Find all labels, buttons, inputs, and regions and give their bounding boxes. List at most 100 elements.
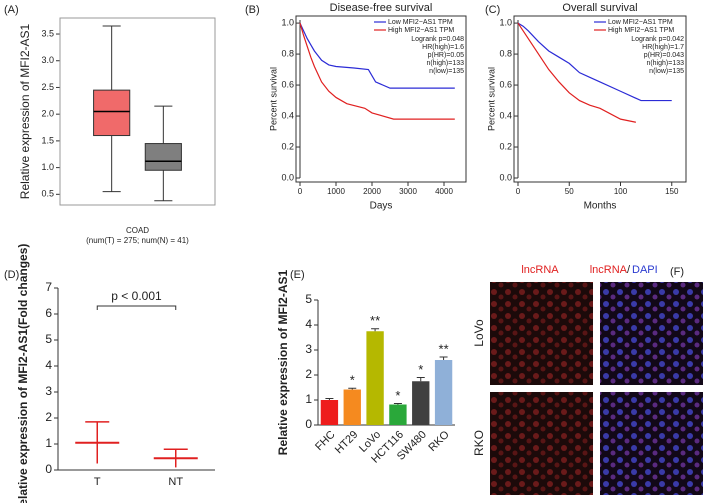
x-tick-label: 0: [516, 187, 521, 196]
significance: **: [370, 313, 380, 328]
y-tick-label: 0.4: [281, 110, 294, 120]
y-tick-label: 1.5: [41, 135, 54, 145]
panel-label: (B): [245, 4, 260, 16]
y-tick-label: 1.0: [281, 17, 294, 27]
box: [93, 89, 131, 137]
y-axis-title: Relative expression of MFI2-AS1: [18, 23, 32, 199]
chart-title: Disease-free survival: [330, 2, 433, 14]
x-tick-label: 2000: [363, 187, 381, 196]
x-tick-label: 3000: [399, 187, 417, 196]
y-tick-label: 0.8: [281, 48, 294, 58]
y-tick-label: 3: [305, 342, 312, 356]
x-tick-label: 0: [298, 187, 303, 196]
significance: *: [418, 362, 423, 377]
x-tick-label: 150: [665, 187, 679, 196]
chart-title: Overall survival: [562, 2, 637, 14]
micrograph: [600, 282, 703, 385]
merge-label: /: [627, 264, 631, 276]
merge-label: lncRNA: [590, 264, 628, 276]
y-tick-label: 2: [305, 367, 312, 381]
y-tick-label: 2: [45, 410, 52, 424]
y-tick-label: 0: [45, 462, 52, 476]
significance: **: [439, 341, 449, 356]
bar: [320, 400, 339, 425]
x-axis-title: Months: [584, 201, 617, 212]
row-label: RKO: [472, 430, 486, 456]
annotation: p(HR)=0.043: [644, 52, 684, 59]
panel-label: (A): [4, 4, 19, 16]
bracket: [96, 305, 177, 310]
bar: [434, 360, 453, 425]
annotation: p < 0.001: [111, 289, 162, 303]
y-tick-label: 0.6: [281, 79, 294, 89]
y-tick-label: 2.0: [41, 109, 54, 119]
y-tick-label: 1: [45, 436, 52, 450]
row-label: LoVo: [472, 319, 486, 347]
y-tick-label: 0.6: [499, 79, 512, 89]
legend-label: Low MFI2−AS1 TPM: [388, 19, 453, 26]
bar: [343, 389, 361, 425]
bar: [412, 381, 430, 425]
x-tick-label: NT: [168, 476, 183, 488]
annotation: Logrank p=0.042: [631, 36, 684, 43]
x-tick-label: RKO: [426, 428, 452, 454]
y-axis-title: Relative expression of MFI2-AS1(Fold cha…: [16, 244, 30, 503]
significance: *: [395, 388, 400, 403]
y-tick-label: 5: [45, 332, 52, 346]
y-tick-label: 2.5: [41, 82, 54, 92]
y-tick-label: 4: [45, 358, 52, 372]
y-tick-label: 1.0: [499, 17, 512, 27]
y-tick-label: 7: [45, 280, 52, 294]
y-tick-label: 6: [45, 306, 52, 320]
y-tick-label: 0: [305, 417, 312, 431]
x-tick-label: 4000: [435, 187, 453, 196]
y-tick-label: 0.4: [499, 110, 512, 120]
y-tick-label: 3: [45, 384, 52, 398]
y-tick-label: 3.0: [41, 55, 54, 65]
images: (F) lncRNA lncRNA / DAPI LoVo RKO: [472, 264, 703, 495]
series-line: [299, 22, 455, 89]
micrograph: [490, 282, 593, 385]
panel-label: (F): [670, 266, 684, 278]
annotation: n(low)=135: [649, 68, 684, 75]
annotation: p(HR)=0.05: [428, 52, 464, 59]
x-axis-title: Days: [370, 201, 393, 212]
x-tick-label: 100: [614, 187, 628, 196]
panel-label: (D): [4, 269, 19, 281]
panel-label: (E): [290, 269, 305, 281]
legend-label: High MFI2−AS1 TPM: [388, 27, 454, 34]
bar: [389, 404, 407, 425]
plot-frame: [59, 17, 216, 206]
annotation: Logrank p=0.048: [411, 36, 464, 43]
bar: [366, 331, 384, 425]
legend-label: Low MFI2−AS1 TPM: [608, 19, 673, 26]
panel-label: (C): [485, 4, 500, 16]
annotation: HR(high)=1.7: [642, 44, 684, 51]
merge-label: DAPI: [632, 264, 658, 276]
x-tick-label: HT29: [333, 429, 361, 457]
x-tick-label: COAD: [126, 226, 149, 235]
y-tick-label: 0.0: [499, 172, 512, 182]
plot-frame: [513, 15, 687, 183]
x-note: (num(T) = 275; num(N) = 41): [86, 236, 189, 245]
x-tick-label: 50: [565, 187, 574, 196]
y-tick-label: 0.2: [281, 141, 294, 151]
micrograph: [600, 392, 703, 495]
series-line: [517, 22, 672, 102]
significance: *: [350, 373, 355, 388]
y-tick-label: 0.8: [499, 48, 512, 58]
legend-label: High MFI2−AS1 TPM: [608, 27, 674, 34]
series-line: [299, 22, 455, 120]
annotation: n(low)=135: [429, 68, 464, 75]
y-axis-title: Relative expression of MFI2-AS1: [276, 269, 290, 455]
series-line: [517, 22, 636, 123]
channel-label: lncRNA: [521, 264, 559, 276]
y-axis-title: Percent survival: [486, 67, 496, 131]
y-tick-label: 0.5: [41, 189, 54, 199]
micrograph: [490, 392, 593, 495]
y-tick-label: 5: [305, 292, 312, 306]
annotation: n(high)=133: [426, 60, 464, 67]
y-tick-label: 0.0: [281, 172, 294, 182]
x-tick-label: 1000: [327, 187, 345, 196]
